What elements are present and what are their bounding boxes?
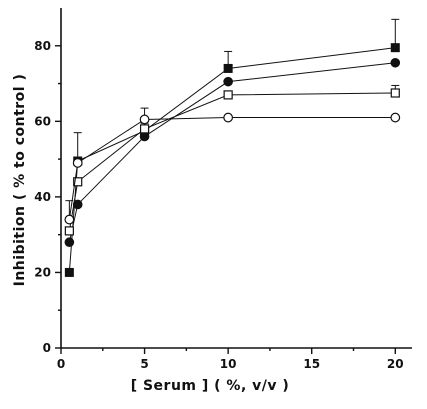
series-open-square: [64, 84, 400, 236]
data-point-filled-circle: [390, 57, 401, 68]
data-point-open-circle: [72, 157, 83, 168]
data-point-open-circle: [64, 214, 75, 225]
y-tick-label-20: 20: [34, 265, 51, 279]
data-point-filled-circle: [223, 76, 233, 87]
data-point-filled-square: [223, 63, 233, 73]
x-axis-title: [ Serum ] ( %, v/v ): [131, 378, 290, 394]
axes: 0 5 10 15 20 0 20 40 60 80: [34, 8, 412, 371]
x-tick-label-10: 10: [220, 357, 237, 371]
y-tick-label-0: 0: [43, 341, 51, 355]
data-point-open-square: [64, 226, 74, 236]
data-point-filled-square: [390, 43, 400, 53]
x-tick-label-5: 5: [140, 357, 148, 371]
y-tick-label-40: 40: [34, 190, 51, 204]
series-filled-square: [64, 18, 400, 277]
data-point-open-circle: [139, 114, 150, 125]
series-line-open-square: [68, 92, 396, 231]
data-point-open-circle: [223, 112, 234, 123]
x-tick-label-0: 0: [57, 357, 65, 371]
y-tick-label-60: 60: [34, 114, 51, 128]
data-point-open-square: [73, 177, 83, 187]
y-axis-title: Inhibition ( % to control ): [12, 74, 28, 287]
series-line-filled-circle: [68, 62, 396, 243]
data-point-open-square: [223, 90, 233, 100]
series-layer: [64, 18, 401, 277]
series-line-open-circle: [68, 117, 396, 220]
data-point-open-square: [139, 124, 150, 134]
x-tick-label-20: 20: [387, 357, 404, 371]
data-point-filled-circle: [64, 237, 75, 248]
data-point-filled-square: [64, 267, 74, 277]
x-tick-label-15: 15: [303, 357, 320, 371]
series-open-circle: [64, 107, 401, 225]
y-tick-label-80: 80: [34, 39, 51, 53]
data-point-open-square: [390, 88, 400, 98]
data-point-open-circle: [390, 112, 401, 123]
series-filled-circle: [64, 57, 401, 248]
